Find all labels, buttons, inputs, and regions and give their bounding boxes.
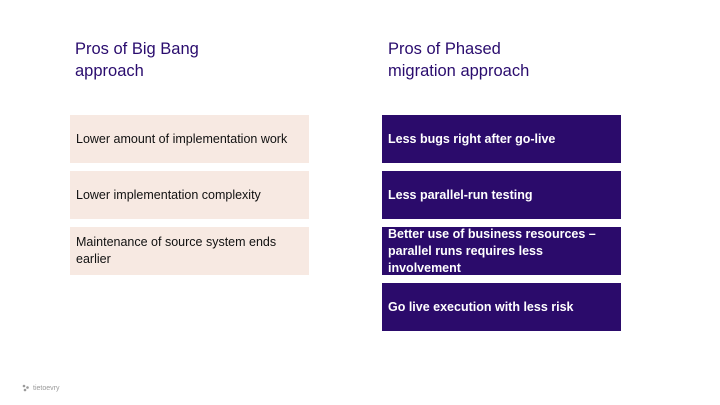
big-bang-pro-card: Lower amount of implementation work: [70, 115, 309, 163]
big-bang-pro-text: Maintenance of source system ends earlie…: [76, 235, 277, 266]
phased-pro-card: Go live execution with less risk: [382, 283, 621, 331]
phased-pro-text: Less parallel-run testing: [388, 187, 533, 202]
tietoevry-logo: tietoevry: [22, 384, 59, 392]
tietoevry-logo-icon: [22, 384, 29, 392]
phased-pro-text: Go live execution with less risk: [388, 299, 574, 314]
phased-pro-text: Less bugs right after go-live: [388, 131, 556, 146]
logo-text: tietoevry: [33, 384, 60, 392]
big-bang-pro-text: Lower implementation complexity: [76, 187, 261, 202]
phased-pro-card: Better use of business resources – paral…: [382, 227, 621, 275]
big-bang-pro-text: Lower amount of implementation work: [76, 131, 288, 146]
phased-heading: Pros of Phased migration approach: [388, 40, 530, 80]
phased-pro-text: Better use of business resources – paral…: [388, 226, 596, 275]
phased-pro-card: Less bugs right after go-live: [382, 115, 621, 163]
big-bang-pro-card: Maintenance of source system ends earlie…: [70, 227, 309, 275]
big-bang-heading: Pros of Big Bang approach: [75, 40, 199, 80]
big-bang-pro-card: Lower implementation complexity: [70, 171, 309, 219]
phased-pro-card: Less parallel-run testing: [382, 171, 621, 219]
